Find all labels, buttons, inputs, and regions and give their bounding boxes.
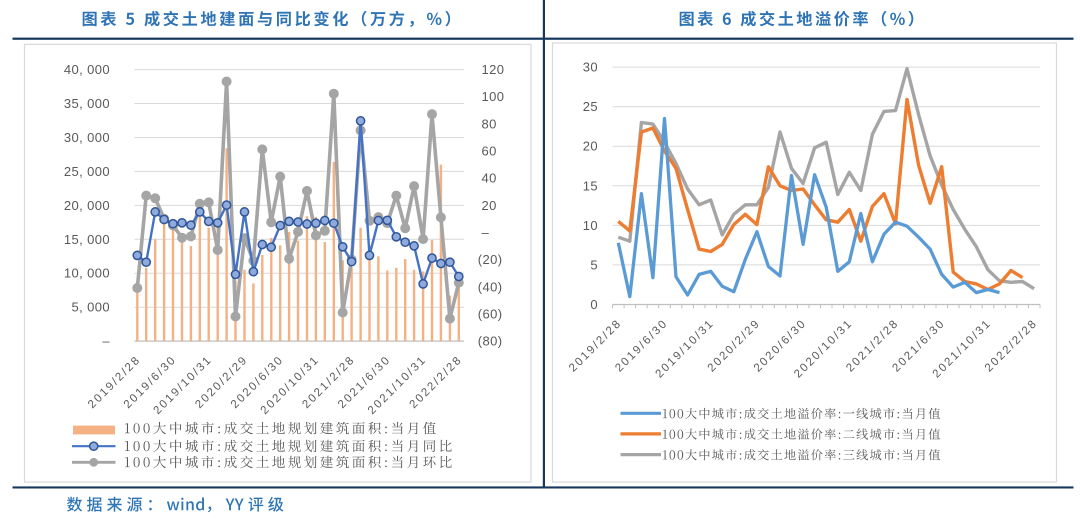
- svg-text:0: 0: [590, 297, 598, 312]
- svg-text:(80): (80): [478, 334, 503, 349]
- svg-text:20: 20: [482, 198, 497, 213]
- svg-text:10: 10: [583, 218, 598, 233]
- svg-text:35, 000: 35, 000: [64, 96, 110, 111]
- svg-text:–: –: [482, 225, 490, 240]
- svg-text:(40): (40): [478, 279, 503, 294]
- svg-text:10, 000: 10, 000: [64, 266, 110, 281]
- svg-text:(60): (60): [478, 306, 503, 321]
- svg-text:30: 30: [583, 60, 598, 75]
- svg-text:80: 80: [482, 116, 497, 131]
- svg-text:30, 000: 30, 000: [64, 130, 110, 145]
- svg-text:5, 000: 5, 000: [71, 300, 110, 315]
- svg-text:60: 60: [482, 144, 497, 159]
- svg-text:20: 20: [583, 139, 598, 154]
- svg-text:15, 000: 15, 000: [64, 232, 110, 247]
- svg-text:40: 40: [482, 171, 497, 186]
- svg-text:40, 000: 40, 000: [64, 62, 110, 77]
- svg-text:(20): (20): [478, 252, 503, 267]
- svg-text:25: 25: [583, 99, 598, 114]
- svg-text:20, 000: 20, 000: [64, 198, 110, 213]
- svg-text:120: 120: [482, 62, 505, 77]
- svg-text:5: 5: [590, 257, 598, 272]
- svg-text:–: –: [102, 334, 110, 349]
- svg-text:25, 000: 25, 000: [64, 164, 110, 179]
- svg-text:100: 100: [482, 89, 505, 104]
- svg-text:15: 15: [583, 178, 598, 193]
